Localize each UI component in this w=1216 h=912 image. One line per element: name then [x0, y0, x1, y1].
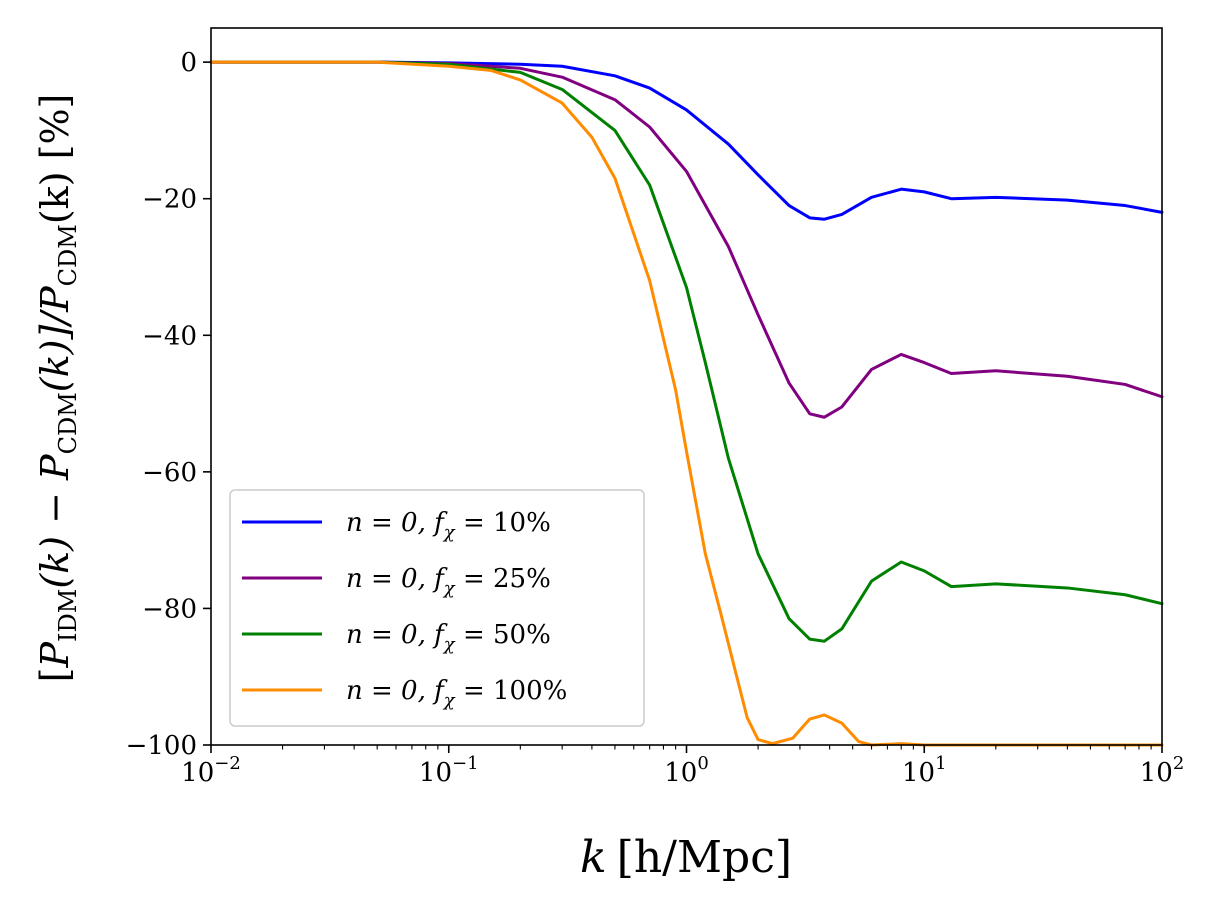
- y-title-arg3: (k) [%]: [33, 94, 77, 225]
- legend: n = 0, fχ = 10% n = 0, fχ = 25% n = 0, fχ …: [229, 489, 645, 727]
- legend-entries: n = 0, fχ = 10% n = 0, fχ = 25% n = 0, fχ …: [242, 508, 567, 711]
- series-layer: [209, 60, 1164, 747]
- legend-box: [229, 489, 645, 727]
- y-title-p1: P: [33, 641, 77, 669]
- y-tick-label-1: −20: [142, 185, 197, 215]
- x-axis-title-k: k: [580, 832, 607, 883]
- y-ticks: 0 −20 −40 −60 −80 −100: [126, 48, 211, 761]
- y-title-sub1: IDM: [54, 589, 82, 642]
- y-tick-label-0: 0: [180, 48, 197, 78]
- y-axis-title: [PIDM(k) − PCDM(k)]/PCDM(k) [%]: [33, 94, 82, 683]
- y-title-p3: P: [33, 285, 77, 313]
- y-tick-label-4: −80: [142, 594, 197, 624]
- series-line-4: [209, 60, 1164, 747]
- y-tick-label-2: −40: [142, 321, 197, 351]
- plot-frame: [210, 27, 1163, 746]
- y-title-sub3: CDM: [54, 224, 82, 286]
- x-tick-label-1: 10−1: [419, 753, 479, 788]
- series-line-2: [209, 60, 1164, 419]
- x-axis-title: k [h/Mpc]: [580, 832, 792, 883]
- y-title-arg1: (k) −: [33, 480, 77, 589]
- y-tick-label-5: −100: [126, 731, 197, 761]
- x-axis-title-unit: [h/Mpc]: [617, 832, 792, 883]
- x-tick-label-2: 100: [664, 753, 709, 788]
- y-title-sub2: CDM: [54, 392, 82, 454]
- legend-label-2: n = 0, fχ = 25%: [346, 564, 551, 599]
- x-tick-label-4: 102: [1140, 753, 1185, 788]
- y-title-open: [: [33, 668, 77, 683]
- legend-label-1: n = 0, fχ = 10%: [346, 508, 551, 543]
- y-title-p2: P: [33, 453, 77, 481]
- series-line-3: [209, 60, 1164, 643]
- y-tick-label-3: −60: [142, 458, 197, 488]
- series-line-1: [209, 60, 1164, 221]
- legend-label-3: n = 0, fχ = 50%: [346, 620, 551, 655]
- x-tick-label-0: 10−2: [181, 753, 241, 788]
- x-ticks: 10−2 10−1 100 101 102: [181, 745, 1184, 788]
- x-tick-label-3: 101: [902, 753, 947, 788]
- y-title-arg2: (k)]/: [33, 309, 77, 393]
- legend-label-4: n = 0, fχ = 100%: [346, 676, 567, 711]
